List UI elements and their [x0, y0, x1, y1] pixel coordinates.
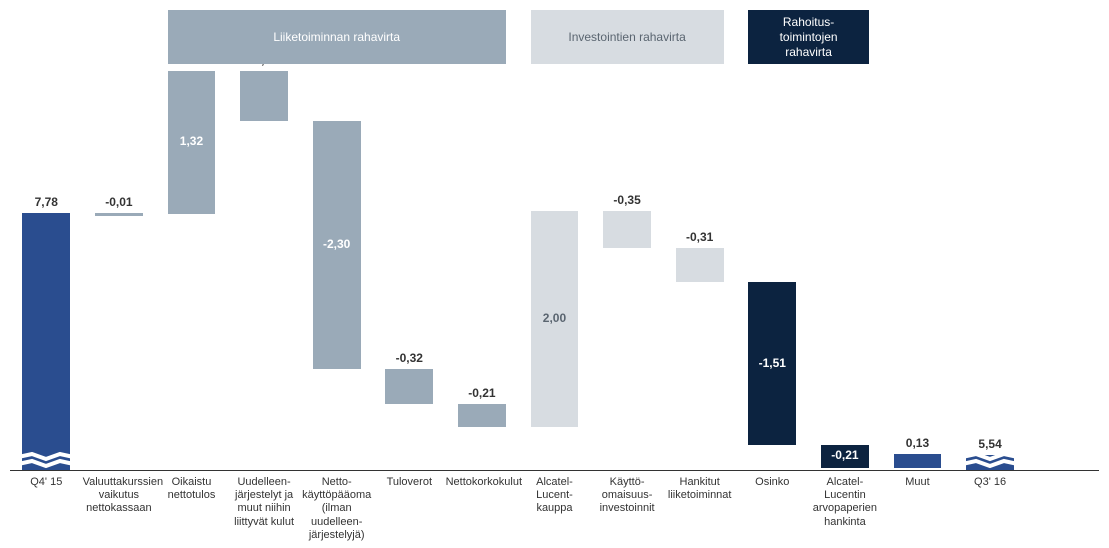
bar-value-label: -0,32 [385, 351, 433, 365]
waterfall-bar [22, 213, 70, 470]
waterfall-bar [676, 248, 724, 282]
bar-value-label: -0,21 [821, 448, 869, 462]
x-axis-label: Alcatel-Lucent-kauppa [518, 472, 591, 516]
waterfall-chart: 7,78 Q4' 15 -0,01 Valuuttakurssienvaikutusn… [10, 10, 1099, 538]
bar-value-label: 0,13 [894, 436, 942, 450]
x-axis-label: Valuuttakurssienvaikutusnettokassaan [83, 472, 156, 516]
bar-value-label: 7,78 [22, 195, 70, 209]
x-axis-label: Alcatel-Lucentinarvopaperienhankinta [809, 472, 882, 529]
bar-value-label: -0,21 [458, 386, 506, 400]
x-axis-label: Netto-käyttöpääoma(ilmanuudelleen-järjes… [300, 472, 373, 542]
x-axis-label: Q4' 15 [10, 472, 83, 489]
waterfall-bar [894, 454, 942, 468]
chart-section-header: Investointien rahavirta [531, 10, 724, 64]
waterfall-bar [385, 369, 433, 404]
waterfall-bar [240, 71, 288, 121]
bar-value-label: -2,30 [313, 237, 361, 251]
x-axis-label: Muut [881, 472, 954, 489]
bar-value-label: -0,31 [676, 230, 724, 244]
bar-value-label: -0,01 [95, 195, 143, 209]
x-axis-label: Hankitutliiketoiminnat [663, 472, 736, 502]
bar-value-label: 2,00 [531, 311, 579, 325]
bar-value-label: 1,32 [168, 134, 216, 148]
x-axis-label: Q3' 16 [954, 472, 1027, 489]
chart-section-header: Liiketoiminnan rahavirta [168, 10, 506, 64]
x-axis-label: Tuloverot [373, 472, 446, 489]
x-axis-label: Uudelleen-järjestelyt jamuut niihinliitt… [228, 472, 301, 529]
x-axis-label: Osinko [736, 472, 809, 489]
x-axis-line [10, 470, 1099, 471]
waterfall-bar [603, 211, 651, 249]
bar-value-label: 5,54 [966, 437, 1014, 451]
waterfall-bar [95, 213, 143, 216]
x-axis-label: Nettokorkokulut [446, 472, 519, 489]
x-axis-label: Käyttö-omaisuus-investoinnit [591, 472, 664, 516]
bar-value-label: -0,35 [603, 193, 651, 207]
chart-section-header: Rahoitus-toimintojenrahavirta [748, 10, 869, 64]
waterfall-bar [966, 455, 1014, 470]
x-axis-label: Oikaistunettotulos [155, 472, 228, 502]
plot-area: 7,78 Q4' 15 -0,01 Valuuttakurssienvaikutusn… [10, 70, 1099, 538]
waterfall-bar [458, 404, 506, 427]
bar-value-label: -1,51 [748, 356, 796, 370]
